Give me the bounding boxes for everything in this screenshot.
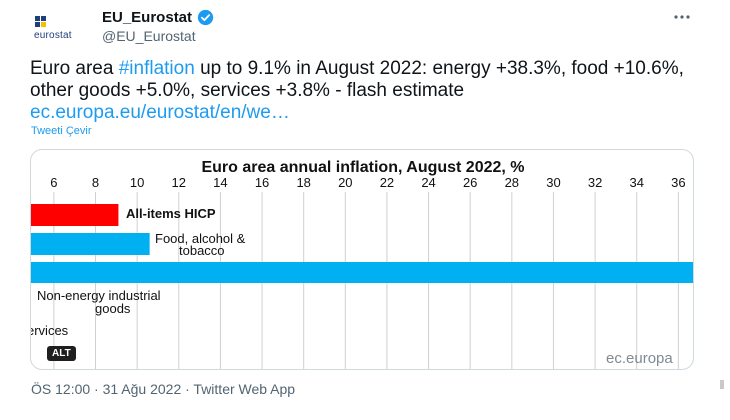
x-tick-label: 6 bbox=[50, 175, 57, 190]
tweet-media-chart[interactable]: Euro area annual inflation, August 2022,… bbox=[30, 149, 694, 370]
inflation-chart: Euro area annual inflation, August 2022,… bbox=[31, 159, 693, 369]
bar-label: Food, alcohol & bbox=[155, 231, 246, 246]
x-tick-label: 26 bbox=[463, 175, 477, 190]
tweet-text-body: up to 9.1% in August 2022: energy +38.3%… bbox=[30, 58, 684, 101]
alt-text-badge[interactable]: ALT bbox=[47, 346, 76, 361]
scrollbar-thumb[interactable] bbox=[720, 380, 724, 389]
eurostat-logo-icon bbox=[35, 16, 46, 27]
source-link[interactable]: ec.europa.eu/eurostat/en/we… bbox=[30, 102, 290, 123]
hashtag-link[interactable]: #inflation bbox=[118, 58, 195, 79]
media-source-text: ec.europa bbox=[606, 350, 673, 367]
chart-bar-labels: All-items HICP Food, alcohol &tobacco Non-… bbox=[31, 206, 246, 338]
x-tick-label: 34 bbox=[629, 175, 643, 190]
translate-tweet-link[interactable]: Tweeti Çevir bbox=[31, 125, 92, 137]
bar-label: ervices bbox=[31, 323, 69, 338]
display-name[interactable]: EU_Eurostat bbox=[102, 9, 193, 26]
bar bbox=[31, 204, 119, 226]
more-options-icon[interactable] bbox=[673, 12, 691, 22]
x-tick-label: 18 bbox=[296, 175, 310, 190]
verified-badge-icon bbox=[197, 9, 214, 26]
tweet-text-lead: Euro area bbox=[30, 58, 119, 79]
x-tick-label: 28 bbox=[505, 175, 519, 190]
bar-label: tobacco bbox=[179, 243, 225, 258]
bar bbox=[31, 233, 150, 255]
account-name-row: EU_Eurostat bbox=[102, 9, 214, 26]
x-tick-label: 36 bbox=[671, 175, 685, 190]
chart-title: Euro area annual inflation, August 2022,… bbox=[201, 159, 524, 176]
bar bbox=[31, 262, 693, 283]
x-tick-label: 22 bbox=[380, 175, 394, 190]
tweet-metadata: ÖS 12:00 · 31 Ağu 2022 · Twitter Web App bbox=[31, 381, 296, 397]
chart-x-ticks: 6 8 10 12 14 16 18 20 22 24 26 28 30 32 34 36 bbox=[50, 175, 685, 190]
x-tick-label: 12 bbox=[172, 175, 186, 190]
avatar-logo-text: eurostat bbox=[34, 30, 72, 41]
account-handle[interactable]: @EU_Eurostat bbox=[102, 28, 196, 44]
chart-bars bbox=[31, 204, 693, 283]
bar-label: goods bbox=[95, 301, 131, 316]
x-tick-label: 10 bbox=[130, 175, 144, 190]
x-tick-label: 8 bbox=[92, 175, 99, 190]
x-tick-label: 24 bbox=[421, 175, 435, 190]
x-tick-label: 20 bbox=[338, 175, 352, 190]
x-tick-label: 32 bbox=[588, 175, 602, 190]
tweet-text: Euro area #inflation up to 9.1% in Augus… bbox=[30, 58, 695, 124]
bar-label: Non-energy industrial bbox=[37, 288, 161, 303]
x-tick-label: 16 bbox=[255, 175, 269, 190]
x-tick-label: 14 bbox=[213, 175, 227, 190]
bar-label: All-items HICP bbox=[126, 206, 216, 221]
x-tick-label: 30 bbox=[546, 175, 560, 190]
account-avatar[interactable]: eurostat bbox=[30, 8, 88, 48]
